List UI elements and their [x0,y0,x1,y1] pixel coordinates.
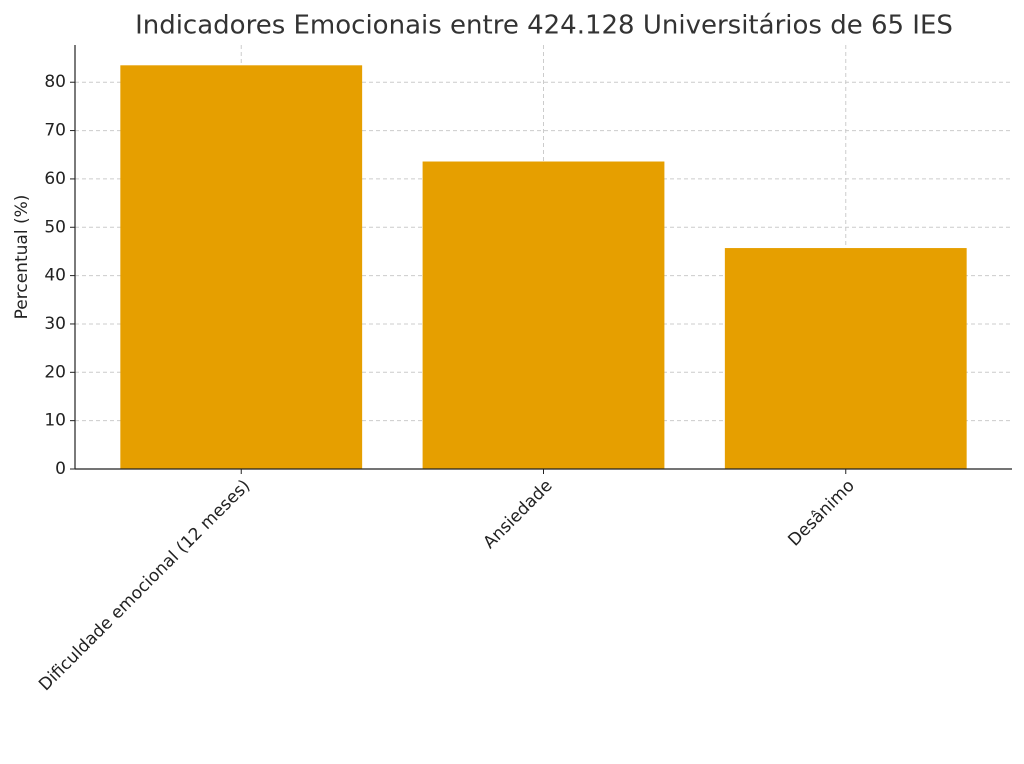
y-tick-label: 20 [44,362,66,382]
y-tick-label: 30 [44,314,66,334]
y-tick-label: 80 [44,72,66,92]
x-tick-label: Dificuldade emocional (12 meses) [35,476,254,695]
chart-title: Indicadores Emocionais entre 424.128 Uni… [135,11,953,41]
bar [422,161,665,470]
y-axis-label: Percentual (%) [12,195,32,320]
y-tick-label: 60 [44,169,66,189]
x-tick-label: Ansiedade [480,476,557,553]
x-tick-label: Desânimo [784,476,858,550]
y-tick-label: 10 [44,411,66,431]
y-tick-label: 0 [55,459,66,479]
bar [724,248,967,469]
y-tick-label: 50 [44,217,66,237]
y-tick-label: 70 [44,121,66,141]
y-tick-label: 40 [44,266,66,286]
bar [120,65,363,469]
